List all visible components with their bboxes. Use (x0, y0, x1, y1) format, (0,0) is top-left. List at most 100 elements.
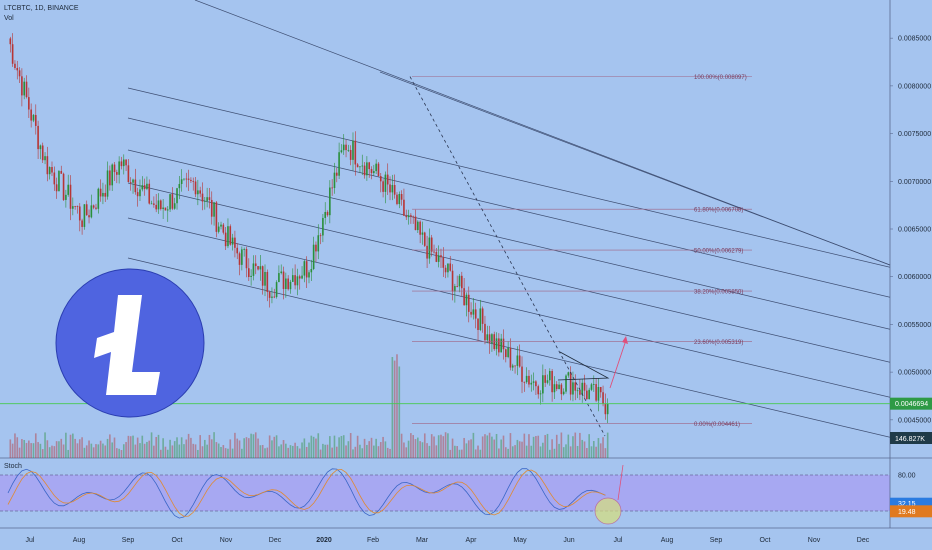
volume-bar (375, 438, 377, 458)
volume-bar (435, 445, 438, 458)
volume-bar (437, 435, 440, 458)
volume-bar (257, 438, 259, 458)
volume-bar (99, 440, 102, 458)
volume-bar (340, 435, 343, 458)
candle-body (586, 390, 588, 400)
candle-body (220, 224, 222, 227)
channel-line (127, 257, 891, 438)
volume-bar (458, 449, 461, 458)
volume-bar (65, 432, 67, 458)
volume-bar (352, 449, 354, 458)
volume-bar (275, 435, 278, 458)
volume-bar (456, 446, 458, 458)
candle-body (120, 161, 123, 167)
candle-body (106, 170, 109, 197)
candle-body (537, 386, 540, 395)
volume-bar (349, 433, 352, 458)
volume-bar (32, 443, 35, 458)
volume-bar (252, 434, 255, 458)
candle-body (234, 237, 236, 248)
candle-body (76, 206, 79, 207)
candle-body (389, 184, 391, 193)
volume-bar (125, 442, 127, 458)
volume-bar (254, 432, 257, 458)
volume-bar (153, 445, 155, 458)
candle-body (400, 194, 403, 200)
volume-bar (234, 432, 236, 458)
volume-bar (296, 446, 299, 458)
volume-bar (160, 449, 162, 458)
price-tick-label: 0.0070000 (898, 179, 931, 186)
candle-body (333, 172, 336, 189)
volume-bar (298, 448, 301, 458)
candle-body (405, 215, 408, 218)
volume-bar (250, 433, 252, 458)
volume-bar (493, 439, 496, 458)
volume-bar (495, 433, 498, 458)
volume-bar (322, 443, 324, 458)
volume-bar (447, 433, 449, 458)
volume-bar (417, 437, 419, 458)
volume-bar (155, 436, 157, 458)
candle-body (113, 164, 116, 173)
volume-bar (120, 449, 123, 458)
candle-body (102, 192, 104, 197)
candle-body (92, 205, 95, 208)
volume-bar (317, 433, 320, 458)
volume-bar (37, 442, 39, 458)
time-tick-label: Mar (416, 537, 429, 544)
volume-bar (259, 445, 262, 458)
current-price-text: 0.0046694 (895, 401, 928, 408)
volume-bar (393, 360, 396, 458)
candle-body (46, 156, 49, 175)
volume-bar (319, 449, 322, 458)
volume-bar (544, 435, 546, 458)
volume-bar (220, 447, 222, 458)
volume-bar (305, 446, 308, 458)
volume-bar (315, 438, 317, 458)
volume-bar (282, 440, 285, 458)
time-tick-label: Dec (857, 537, 870, 544)
candle-body (291, 275, 294, 282)
candle-body (495, 338, 498, 350)
volume-bar (303, 438, 306, 458)
candle-body (507, 347, 509, 358)
candle-body (342, 144, 345, 151)
volume-bar (398, 366, 401, 458)
candle-body (254, 263, 257, 267)
candle-body (511, 365, 514, 368)
volume-bar (396, 354, 398, 458)
candle-body (173, 203, 176, 209)
volume-bar (502, 435, 505, 458)
candle-body (569, 372, 572, 395)
candle-body (90, 205, 93, 218)
candle-body (530, 382, 533, 385)
projection-arrow (609, 339, 627, 389)
time-tick-label: Aug (73, 537, 86, 544)
volume-bar (273, 436, 276, 458)
volume-bar (410, 433, 412, 458)
candle-body (171, 194, 174, 209)
channel-line-outer (379, 71, 891, 266)
candle-body (187, 178, 190, 180)
time-tick-label: Apr (466, 537, 478, 544)
candle-body (502, 338, 505, 350)
candle-body (421, 232, 424, 235)
candle-body (363, 165, 366, 176)
candle-body (58, 171, 60, 192)
volume-bar (560, 432, 563, 458)
volume-bar (488, 432, 491, 458)
volume-bar (243, 438, 245, 458)
candle-body (331, 187, 333, 189)
candle-body (398, 194, 401, 205)
volume-bar (285, 443, 287, 458)
candle-body (139, 189, 141, 197)
volume-bar (150, 432, 153, 458)
candle-body (472, 309, 475, 315)
price-tick-label: 0.0080000 (898, 83, 931, 90)
volume-bar (25, 442, 28, 458)
volume-bar (136, 437, 139, 458)
volume-bar (382, 436, 384, 458)
volume-bar (391, 356, 394, 458)
volume-bar (606, 432, 609, 458)
